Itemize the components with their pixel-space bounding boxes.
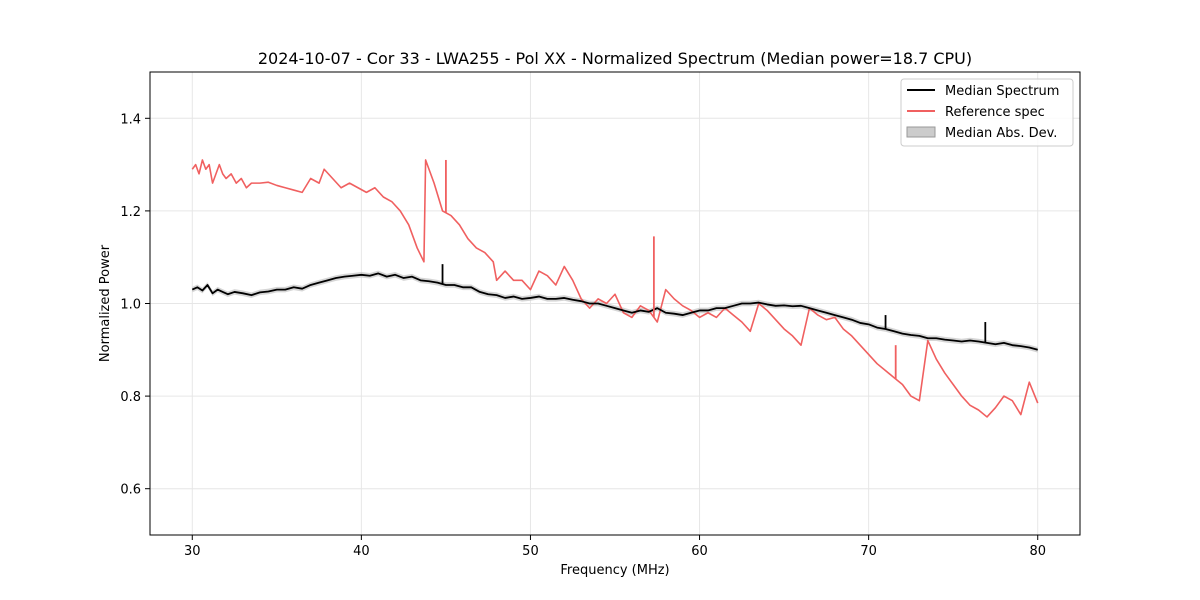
reference-spec-line bbox=[191, 159, 1039, 418]
y-tick-label: 0.8 bbox=[120, 390, 141, 405]
x-tick-label: 60 bbox=[691, 544, 708, 559]
series-lines bbox=[191, 159, 1039, 418]
y-tick-label: 1.2 bbox=[120, 205, 141, 220]
x-axis-label: Frequency (MHz) bbox=[560, 563, 669, 578]
median-spectrum-line bbox=[191, 272, 1038, 351]
x-tick-label: 40 bbox=[353, 544, 370, 559]
legend-reference-label: Reference spec bbox=[945, 105, 1045, 120]
x-tick-label: 80 bbox=[1029, 544, 1046, 559]
legend-median-label: Median Spectrum bbox=[945, 84, 1059, 99]
x-tick-label: 30 bbox=[184, 544, 201, 559]
chart-title: 2024-10-07 - Cor 33 - LWA255 - Pol XX - … bbox=[258, 49, 972, 68]
legend-mad-label: Median Abs. Dev. bbox=[945, 126, 1057, 141]
y-axis-label: Normalized Power bbox=[98, 244, 113, 362]
y-tick-label: 1.4 bbox=[120, 112, 141, 127]
legend-mad-swatch bbox=[906, 126, 936, 138]
y-tick-label: 0.6 bbox=[120, 483, 141, 498]
x-axis-ticks: 30 40 50 60 70 80 bbox=[184, 535, 1046, 559]
legend: Median Spectrum Reference spec Median Ab… bbox=[900, 78, 1074, 147]
y-tick-label: 1.0 bbox=[120, 298, 141, 313]
y-axis-ticks: 0.6 0.8 1.0 1.2 1.4 bbox=[120, 112, 150, 498]
x-tick-label: 70 bbox=[860, 544, 877, 559]
x-tick-label: 50 bbox=[522, 544, 539, 559]
legend-box bbox=[900, 78, 1074, 147]
